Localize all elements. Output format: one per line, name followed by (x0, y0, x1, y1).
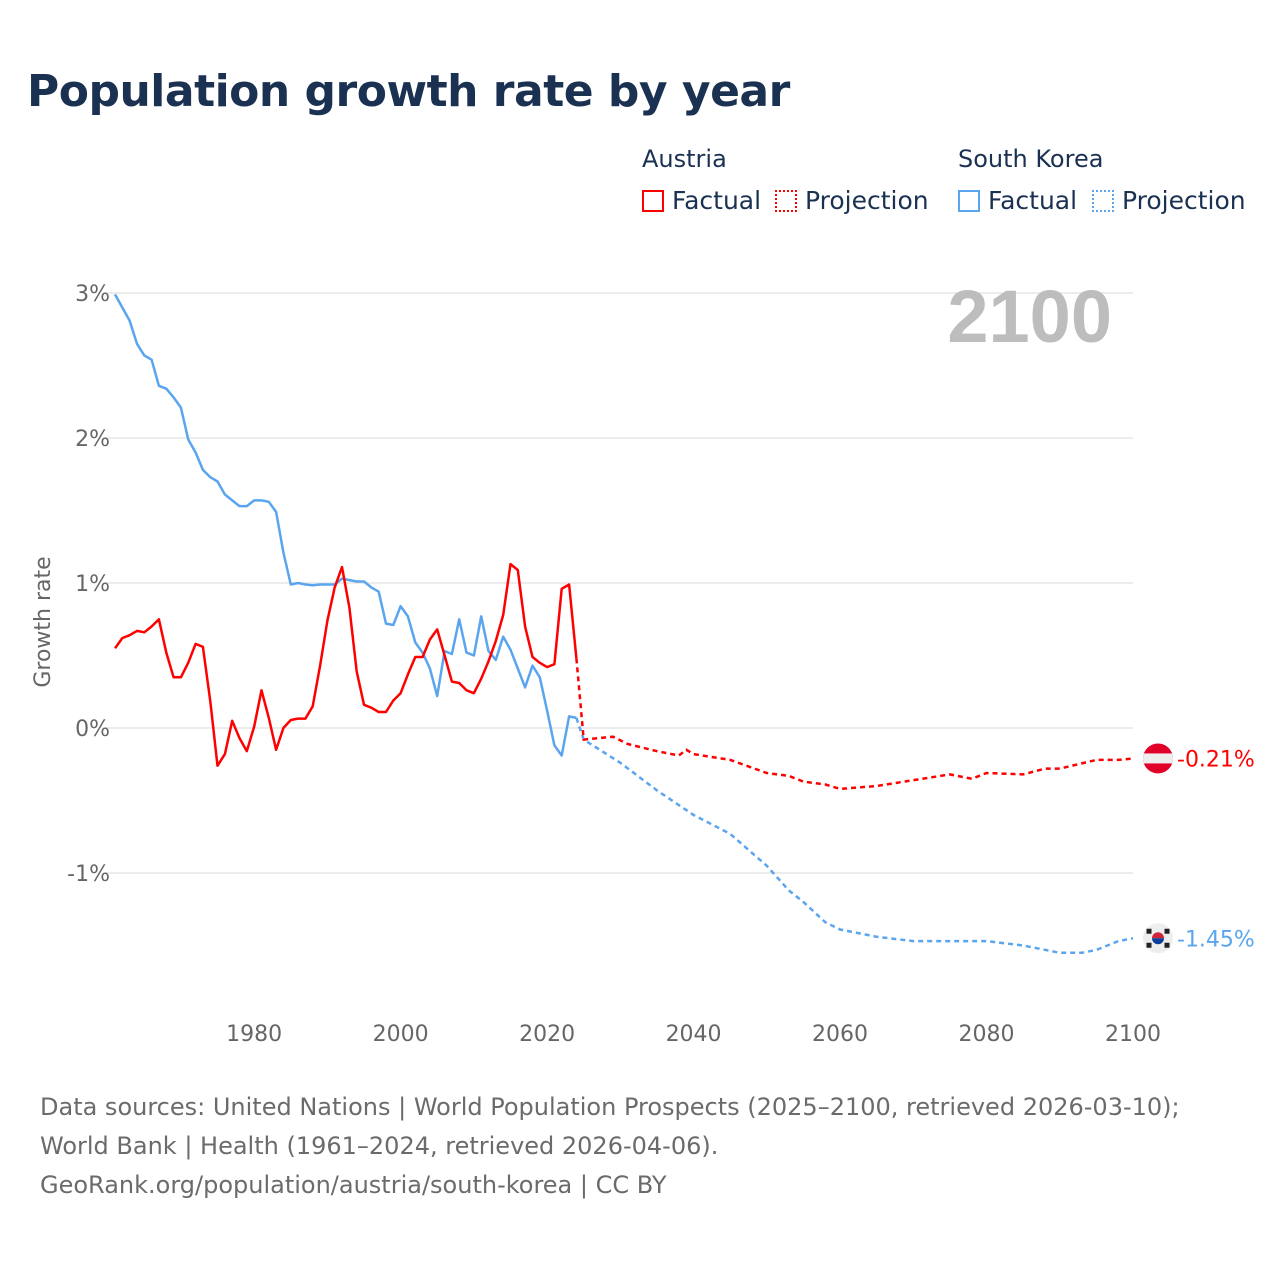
legend-group-south-korea: South Korea (958, 145, 1104, 173)
data-sources: Data sources: United Nations | World Pop… (40, 1093, 1180, 1160)
legend-label: Projection (805, 186, 929, 215)
chart-plot: 3%2%1%0%-1%1980 2000 2020 2040 2060 2080 2100 … (31, 275, 1255, 1047)
end-value-label: -1.45% (1177, 927, 1255, 952)
flag-taeguk-blue (1152, 938, 1164, 945)
legend-label: Projection (1122, 186, 1246, 215)
y-tick-label: 0% (75, 717, 110, 742)
y-tick-label: 1% (75, 572, 110, 597)
flag-taeguk-red (1152, 932, 1164, 939)
legend-swatch-solid (958, 189, 980, 212)
y-tick-label: -1% (67, 862, 110, 887)
source-link[interactable]: GeoRank.org/population/austria/south-kor… (40, 1171, 667, 1199)
flag-trigram (1146, 942, 1152, 948)
y-axis-label: Growth rate (31, 556, 56, 687)
legend-korea-projection[interactable]: Projection (1092, 186, 1246, 215)
year-indicator: 2100 (947, 275, 1112, 358)
flag-trigram (1164, 928, 1170, 934)
series-south-korea-projection (575, 717, 1134, 955)
series-south-korea-factual (113, 293, 577, 757)
x-tick-label: 2060 (812, 1022, 868, 1047)
footer: Data sources: United Nations | World Pop… (40, 1088, 1240, 1205)
legend-swatch-solid (642, 189, 664, 212)
x-tick-label: 2040 (666, 1022, 722, 1047)
legend-swatch-dotted (1092, 189, 1114, 212)
legend-korea-factual[interactable]: Factual (958, 186, 1077, 215)
legend-swatch-dotted (775, 189, 797, 212)
legend-austria-projection[interactable]: Projection (775, 186, 929, 215)
y-tick-label: 3% (75, 282, 110, 307)
legend-group-austria: Austria (642, 145, 727, 173)
legend-austria-factual[interactable]: Factual (642, 186, 761, 215)
flag-trigram (1146, 928, 1152, 934)
south-korea-flag-icon (1143, 923, 1173, 954)
chart-title: Population growth rate by year (27, 66, 790, 117)
x-tick-label: 2100 (1105, 1022, 1161, 1047)
legend-label: Factual (988, 186, 1078, 215)
series-austria-factual (113, 562, 578, 767)
end-value-label: -0.21% (1177, 747, 1255, 772)
flag-stripes (1143, 743, 1173, 774)
flag-white (1143, 753, 1173, 764)
legend-label: Factual (672, 186, 762, 215)
y-tick-label: 2% (75, 427, 110, 452)
x-tick-label: 1980 (226, 1022, 282, 1047)
x-tick-label: 2020 (519, 1022, 575, 1047)
series-austria-projection (575, 658, 1134, 791)
flag-trigram (1164, 942, 1170, 948)
x-tick-label: 2080 (959, 1022, 1015, 1047)
austria-flag-icon (1143, 743, 1173, 774)
x-tick-label: 2000 (373, 1022, 429, 1047)
